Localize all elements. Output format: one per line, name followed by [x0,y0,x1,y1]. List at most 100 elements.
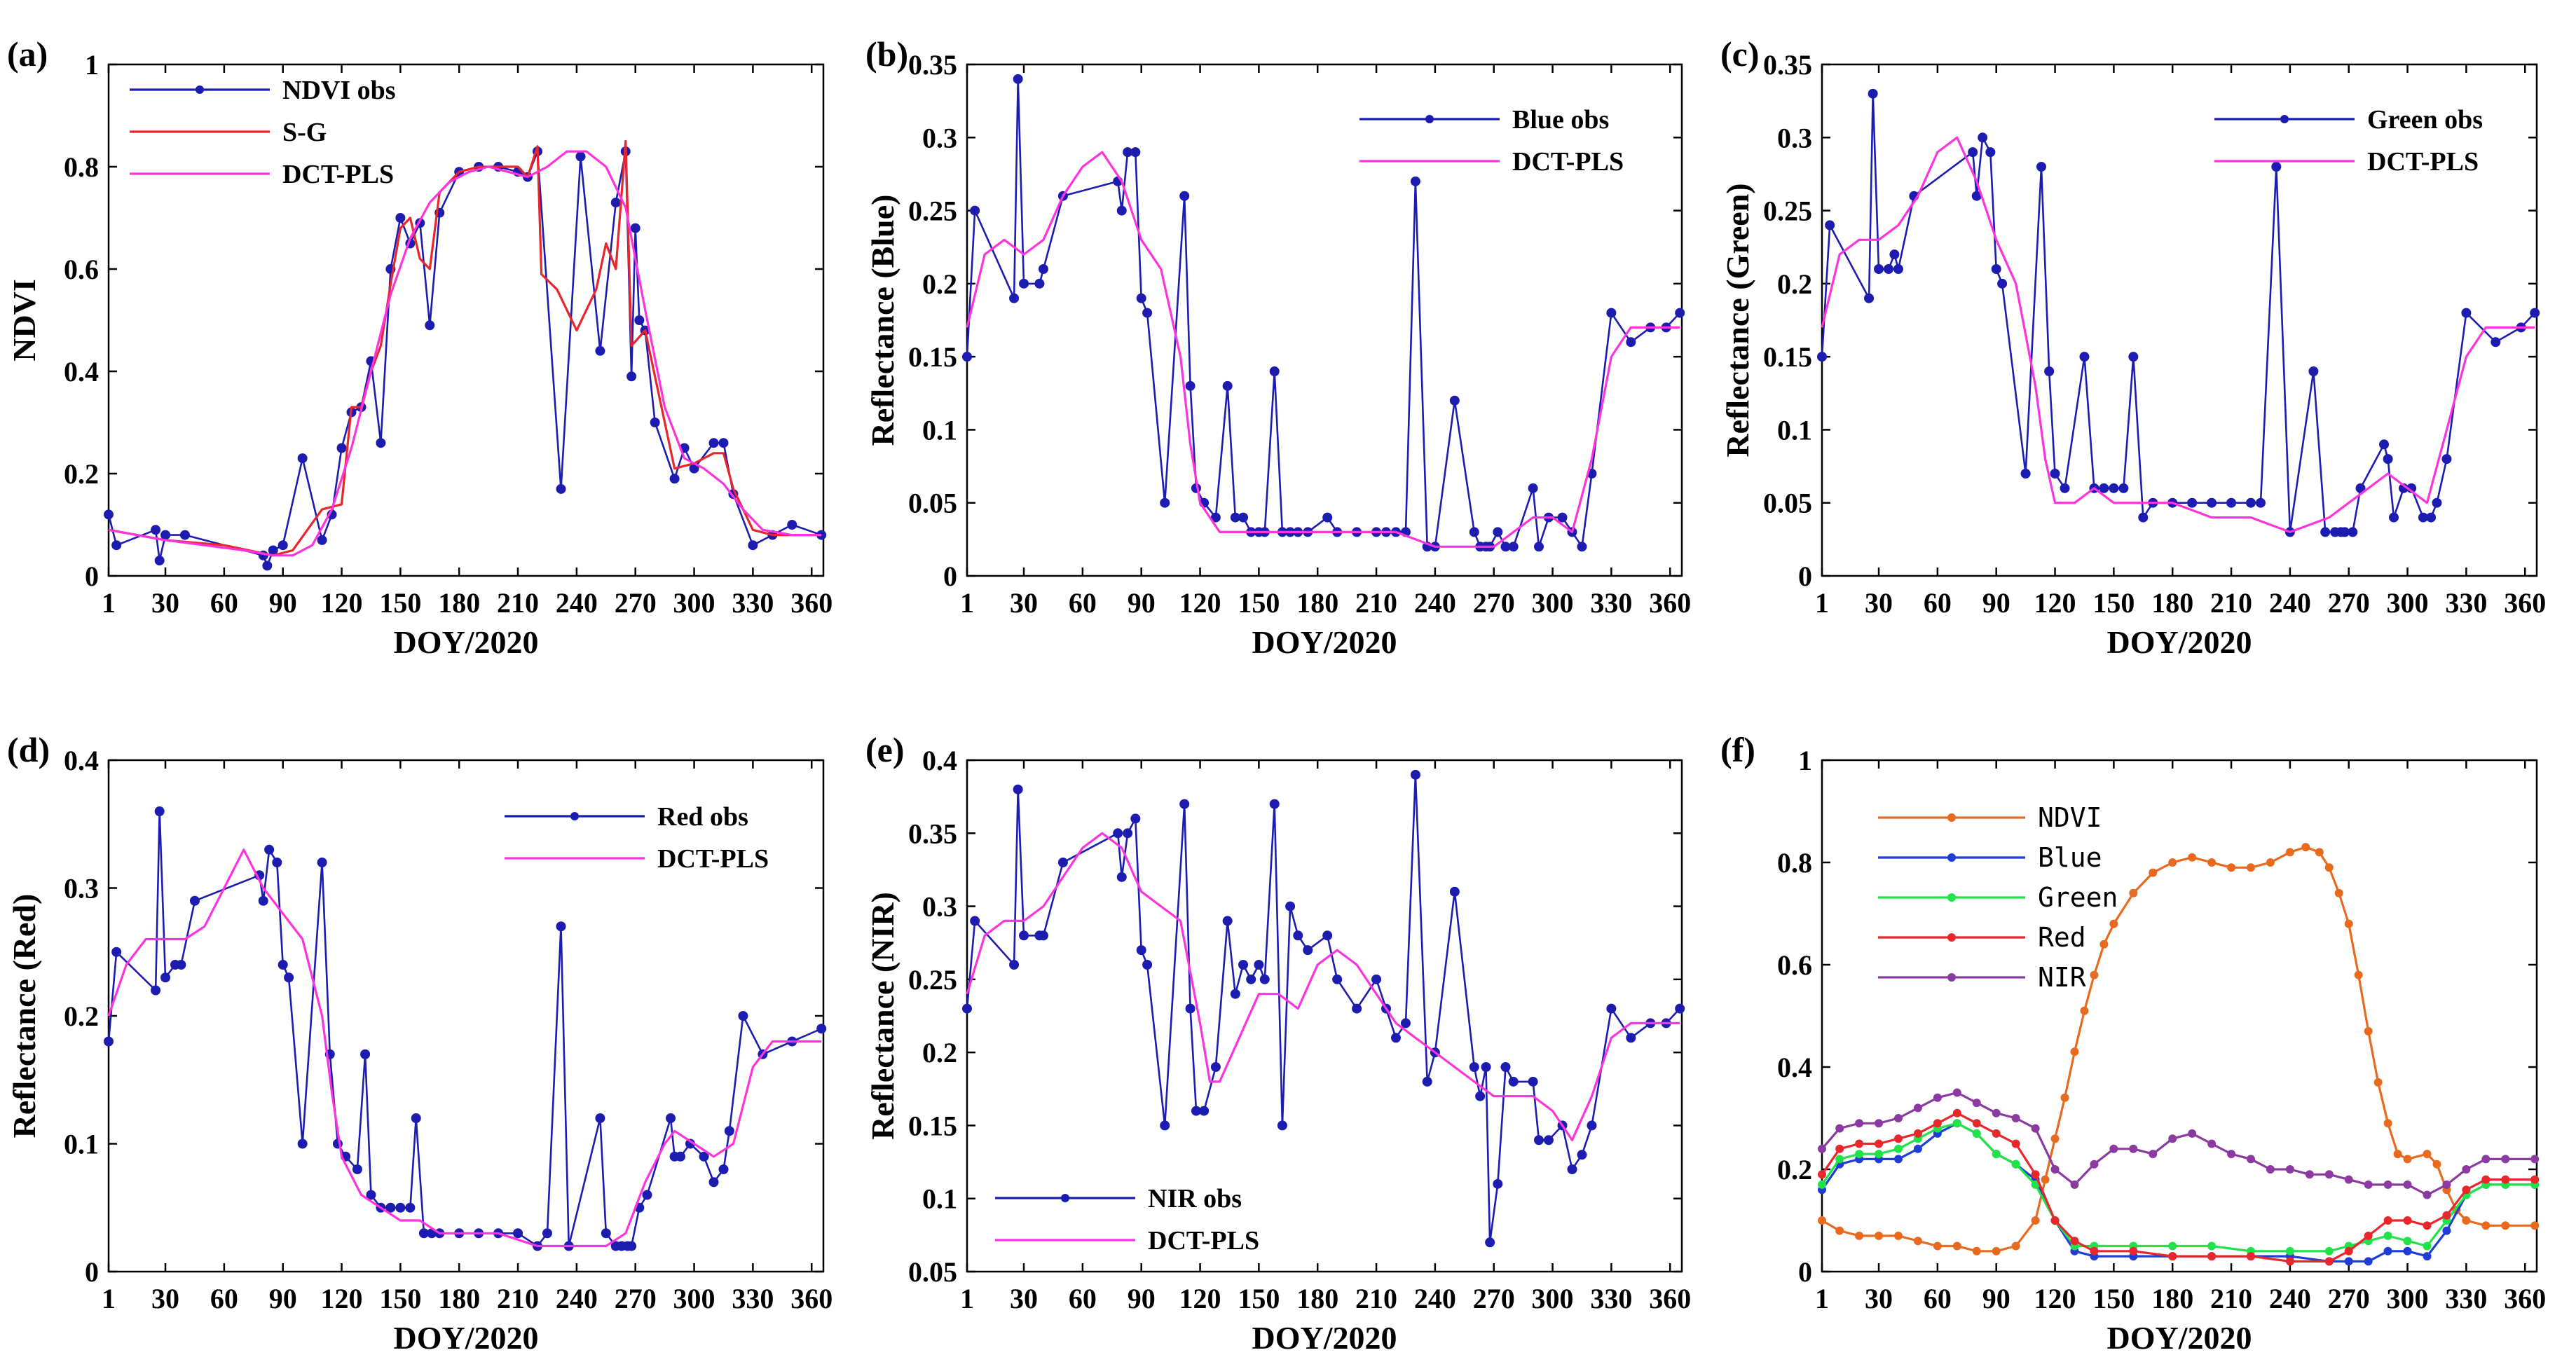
data-point [1978,132,1988,143]
data-point [2461,308,2472,318]
data-point [556,921,566,932]
data-point [2247,1155,2255,1164]
x-tick-label: 30 [1010,1283,1038,1314]
x-tick-label: 120 [321,587,363,619]
data-point [2364,1026,2373,1036]
data-point [2285,848,2294,857]
data-point [1855,1139,1864,1148]
y-tick-label: 0.1 [1777,414,1812,446]
data-point [2462,1185,2471,1195]
legend-label: DCT-PLS [282,160,394,189]
data-point [2050,469,2060,479]
data-point [1508,542,1519,552]
data-point [1534,1135,1544,1146]
data-point [258,895,268,906]
data-point [2432,1160,2441,1169]
y-tick-label: 0.8 [1777,847,1812,879]
data-point [2041,1175,2050,1184]
data-point [160,972,171,983]
data-point [1972,1129,1981,1138]
data-point [2383,1180,2392,1189]
data-point [1269,799,1280,809]
x-tick-label: 60 [210,587,238,619]
x-tick-label: 60 [1924,587,1952,619]
data-point [111,540,122,551]
data-point [1254,960,1264,970]
y-tick-label: 0.4 [64,745,99,776]
legend-b: Blue obs DCT-PLS [1359,105,1624,177]
data-point [1185,380,1195,391]
data-point [179,530,190,540]
x-axis-label: DOY/2020 [2107,1320,2252,1356]
data-point [2491,337,2501,348]
y-tick-label: 0.15 [1763,341,1812,373]
data-point [1985,147,1996,158]
legend-label: Red [2038,922,2086,953]
data-point [1057,858,1068,867]
data-point [1528,1076,1538,1087]
y-tick-label: 0.15 [908,1110,957,1141]
data-point [2090,970,2099,979]
y-tick-label: 0.1 [922,414,957,446]
data-point [724,1126,734,1136]
data-point [1142,960,1153,970]
x-tick-label: 60 [1069,587,1097,619]
legend-c: Green obs DCT-PLS [2214,105,2483,177]
data-point [2403,1180,2412,1189]
data-point [1113,828,1123,839]
data-point [2031,1124,2040,1133]
panel-label-b: (b) [865,34,908,74]
x-tick-label: 30 [1010,587,1038,619]
x-tick-label: 90 [1128,1283,1156,1314]
data-point [2348,527,2358,537]
data-point [2423,1150,2432,1159]
data-point [1835,1144,1844,1153]
x-tick-label: 330 [732,1283,774,1314]
data-point [2207,1139,2217,1148]
data-point [154,556,165,566]
data-point [642,1190,652,1200]
data-point [2050,1165,2060,1174]
data-point [2285,1165,2294,1174]
data-point [1142,308,1153,318]
data-point [2403,1216,2412,1225]
legend-label: DCT-PLS [2367,147,2479,177]
series-line-red [1821,1112,2535,1263]
data-point [1034,278,1045,289]
data-point [1019,930,1029,941]
x-tick-label: 180 [2151,1283,2193,1314]
y-tick-label: 0.25 [1763,195,1812,227]
data-point [2109,483,2119,493]
legend-marker [2280,115,2289,123]
x-tick-label: 90 [1982,587,2010,619]
x-tick-label: 1 [960,1283,974,1314]
data-point [2207,1241,2217,1251]
data-point [2344,1175,2353,1184]
x-tick-label: 150 [2092,587,2135,619]
data-point [1913,1237,1922,1246]
data-point [2266,1165,2275,1174]
y-tick-label: 0.3 [64,873,99,904]
data-point [1626,1033,1636,1043]
legend-label: Green [2038,882,2118,913]
data-point [1855,1119,1864,1128]
data-point [2207,1252,2217,1261]
data-point [2364,1231,2373,1240]
data-point [1160,497,1170,508]
x-tick-label: 360 [1649,587,1691,619]
y-tick-label: 0.05 [1763,488,1812,519]
data-point [1991,264,2001,274]
data-point [264,844,275,855]
data-point [1855,1231,1864,1240]
data-point [1818,1144,1826,1153]
x-tick-label: 150 [379,1283,421,1314]
data-point [176,960,186,970]
panel-c: 1 30 60 90 120 150 180 210 240 270 300 330 360 0 0.05 0… [1720,34,2546,660]
x-tick-label: 270 [2328,1283,2370,1314]
y-tick-label: 0.3 [1777,122,1812,153]
x-tick-label: 210 [497,1283,539,1314]
legend-e: NIR obs DCT-PLS [995,1184,1259,1256]
data-point [1238,960,1249,970]
data-point [352,1164,362,1174]
data-point [2070,1047,2079,1057]
